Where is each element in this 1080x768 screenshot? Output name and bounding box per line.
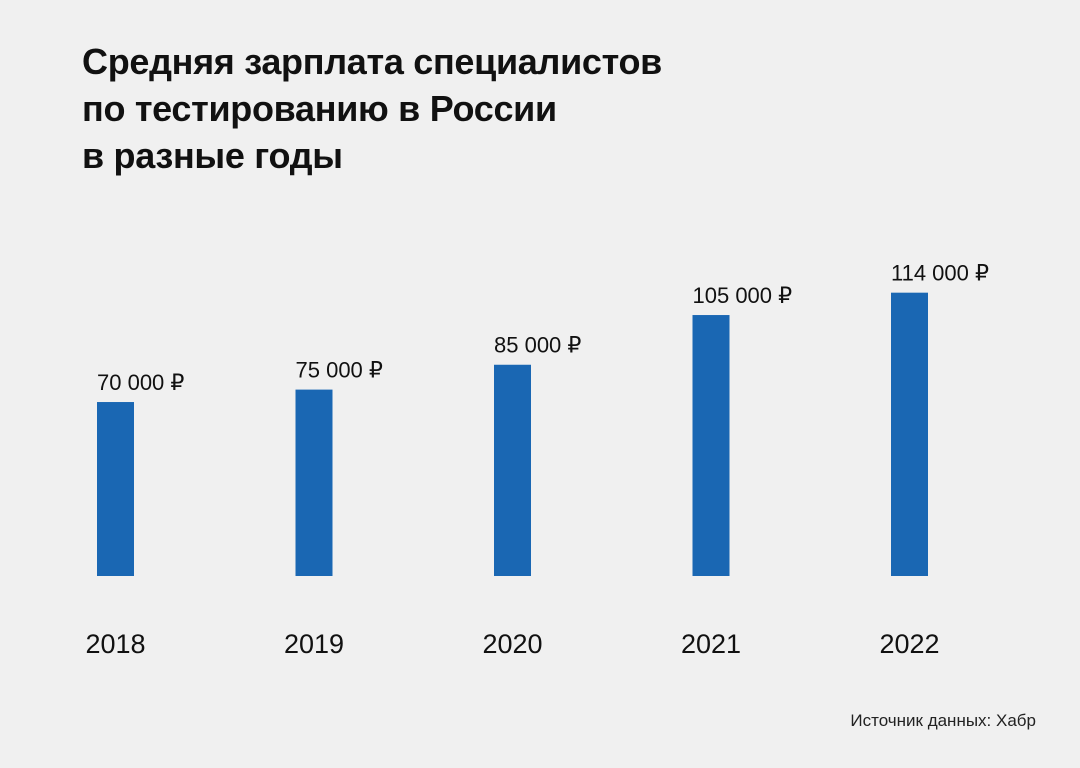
value-label-2019: 75 000 ₽: [296, 358, 383, 383]
bar-2021: [692, 315, 730, 576]
bar-2018: [97, 402, 134, 576]
title-line: по тестированию в России: [82, 88, 557, 129]
category-label-2019: 2019: [284, 629, 344, 659]
category-label-2020: 2020: [482, 629, 542, 659]
data-source-note: Источник данных: Хабр: [850, 711, 1036, 730]
category-label-2021: 2021: [681, 629, 741, 659]
category-label-2018: 2018: [85, 629, 145, 659]
value-label-2021: 105 000 ₽: [693, 283, 793, 308]
title-line: в разные годы: [82, 135, 343, 176]
bar-2020: [494, 364, 531, 576]
value-label-2022: 114 000 ₽: [891, 261, 989, 286]
chart-title: Средняя зарплата специалистов по тестиро…: [82, 38, 662, 179]
value-label-2020: 85 000 ₽: [494, 333, 581, 358]
title-line: Средняя зарплата специалистов: [82, 41, 663, 82]
bar-2022: [891, 292, 928, 576]
category-label-2022: 2022: [879, 629, 939, 659]
bar-2019: [295, 389, 333, 576]
value-label-2018: 70 000 ₽: [97, 370, 184, 395]
